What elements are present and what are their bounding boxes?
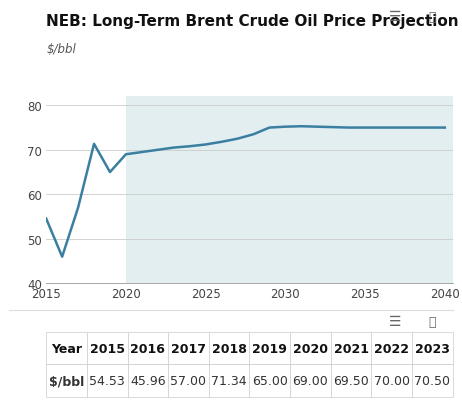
Text: ☰: ☰ [389, 314, 401, 328]
Text: $/bbl: $/bbl [46, 43, 76, 55]
Bar [126, 97, 462, 284]
Text: ⤢: ⤢ [428, 315, 436, 328]
Text: NEB: Long-Term Brent Crude Oil Price Projection: NEB: Long-Term Brent Crude Oil Price Pro… [46, 14, 459, 29]
Text: ⤢: ⤢ [428, 11, 436, 24]
Text: ☰: ☰ [389, 10, 401, 24]
